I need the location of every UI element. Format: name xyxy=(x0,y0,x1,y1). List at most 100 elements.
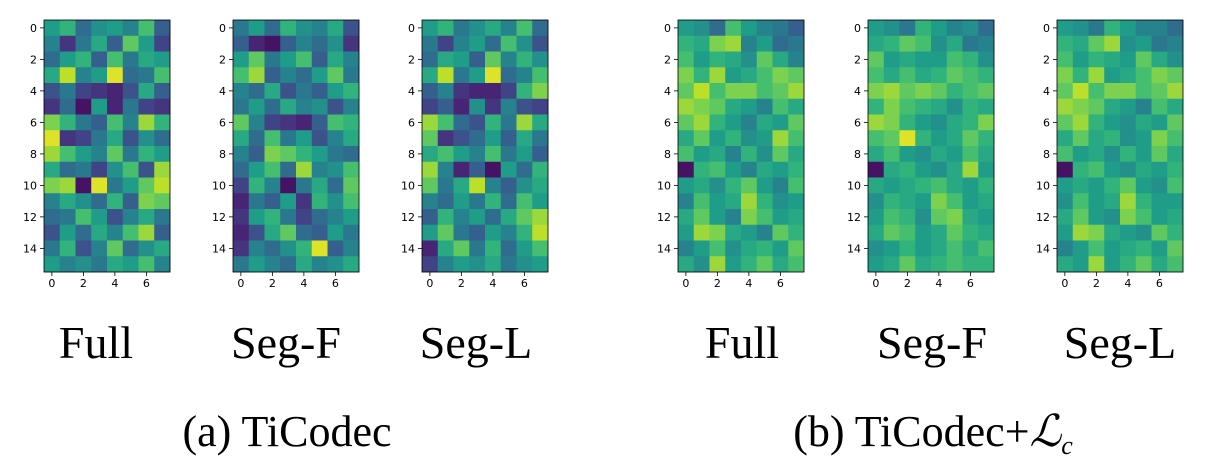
heatmap-cell xyxy=(788,209,805,226)
heatmap-cell xyxy=(1088,98,1105,115)
heatmap-cell xyxy=(962,67,979,84)
heatmap-cell xyxy=(1072,240,1089,257)
heatmap-cell xyxy=(500,130,517,147)
heatmap-cell xyxy=(1151,161,1168,178)
heatmap-cell xyxy=(883,114,900,131)
heatmap-cell xyxy=(1151,98,1168,115)
heatmap-cell xyxy=(453,114,470,131)
heatmap-cell xyxy=(1151,256,1168,273)
heatmap-cell xyxy=(500,98,517,115)
heatmap-cell xyxy=(931,35,948,52)
heatmap-cell xyxy=(725,35,742,52)
heatmap-cell xyxy=(693,240,710,257)
heatmap-cell xyxy=(899,98,916,115)
heatmap-cell xyxy=(422,20,439,37)
heatmap-cell xyxy=(154,224,171,241)
heatmap-cell xyxy=(883,98,900,115)
heatmap-cell xyxy=(422,161,439,178)
heatmap-cell xyxy=(1088,224,1105,241)
heatmap-cell xyxy=(725,130,742,147)
heatmap-cell xyxy=(772,114,789,131)
y-tick-label: 10 xyxy=(212,179,226,192)
heatmap-cell xyxy=(1104,224,1121,241)
heatmap-cell xyxy=(1120,240,1137,257)
heatmap-cell xyxy=(138,98,155,115)
heatmap-cell xyxy=(122,83,139,100)
heatmap-cell xyxy=(59,83,76,100)
heatmap-cell xyxy=(1104,83,1121,100)
x-tick-label: 0 xyxy=(237,277,244,290)
heatmap-cell xyxy=(1072,114,1089,131)
heatmap-cell xyxy=(1135,130,1152,147)
heatmap-cell xyxy=(138,51,155,68)
heatmap-cell xyxy=(1104,51,1121,68)
x-tick-label: 2 xyxy=(904,277,911,290)
heatmap-cell xyxy=(1135,224,1152,241)
heatmap-cell xyxy=(1135,51,1152,68)
heatmap-cell xyxy=(725,114,742,131)
heatmap-cell xyxy=(122,51,139,68)
heatmap-cell xyxy=(899,20,916,37)
heatmap-cell xyxy=(469,256,486,273)
heatmap-cell xyxy=(883,240,900,257)
heatmap-cell xyxy=(1104,67,1121,84)
heatmap-cell xyxy=(264,20,281,37)
heatmap-cell xyxy=(709,98,726,115)
heatmap-cell xyxy=(107,209,124,226)
heatmap-cell xyxy=(1057,35,1074,52)
heatmap-cell xyxy=(1088,67,1105,84)
heatmap-cell xyxy=(946,67,963,84)
heatmap-cell xyxy=(1167,209,1184,226)
heatmap-cell xyxy=(437,161,454,178)
heatmap-cell xyxy=(946,256,963,273)
heatmap-cell xyxy=(1104,35,1121,52)
heatmap-cell xyxy=(311,240,328,257)
y-tick-label: 14 xyxy=(401,242,415,255)
heatmap-cell xyxy=(1151,51,1168,68)
heatmap-cell xyxy=(44,98,61,115)
heatmap-cell xyxy=(1088,35,1105,52)
heatmap-cell xyxy=(709,83,726,100)
heatmap-cell xyxy=(264,35,281,52)
heatmap-cell xyxy=(709,130,726,147)
heatmap-panel-b-segl: 0 2 4 6 8 10 12 14 0 2 4 6 Seg-L xyxy=(1036,19,1184,368)
heatmap-cell xyxy=(1167,256,1184,273)
heatmap-cell xyxy=(75,240,92,257)
heatmap-cell xyxy=(296,130,313,147)
heatmap-cell xyxy=(44,240,61,257)
heatmap-cell xyxy=(741,51,758,68)
heatmap-cell xyxy=(485,83,502,100)
heatmap-cell xyxy=(756,146,773,163)
heatmap-cell xyxy=(1104,20,1121,37)
caption-text: (a) TiCodec xyxy=(183,407,392,456)
heatmap-cell xyxy=(75,98,92,115)
heatmap-cell xyxy=(1120,177,1137,194)
heatmap-cell xyxy=(1151,177,1168,194)
heatmap-cell xyxy=(678,114,695,131)
heatmap-cell xyxy=(485,114,502,131)
heatmap-cell xyxy=(296,177,313,194)
heatmap-cell xyxy=(59,130,76,147)
heatmap-cell xyxy=(868,209,885,226)
heatmap-cell xyxy=(437,146,454,163)
heatmap-cell xyxy=(1120,256,1137,273)
heatmap-cell xyxy=(915,67,932,84)
heatmap-cell xyxy=(248,256,265,273)
x-tick-label: 4 xyxy=(300,277,307,290)
heatmap-cell xyxy=(693,177,710,194)
heatmap-cell xyxy=(44,256,61,273)
group-caption-b: (b) TiCodec+ℒc xyxy=(793,406,1073,460)
heatmap-cell xyxy=(154,98,171,115)
heatmap-cell xyxy=(1057,130,1074,147)
heatmap-cell xyxy=(91,209,108,226)
heatmap-cell xyxy=(280,98,297,115)
heatmap-cell xyxy=(915,224,932,241)
heatmap-cell xyxy=(154,83,171,100)
heatmap-cell xyxy=(693,35,710,52)
heatmap-cell xyxy=(264,67,281,84)
heatmap-cell xyxy=(709,209,726,226)
heatmap-cell xyxy=(280,67,297,84)
heatmap-cell xyxy=(1057,224,1074,241)
y-tick-label: 10 xyxy=(23,179,37,192)
heatmap-cell xyxy=(931,177,948,194)
